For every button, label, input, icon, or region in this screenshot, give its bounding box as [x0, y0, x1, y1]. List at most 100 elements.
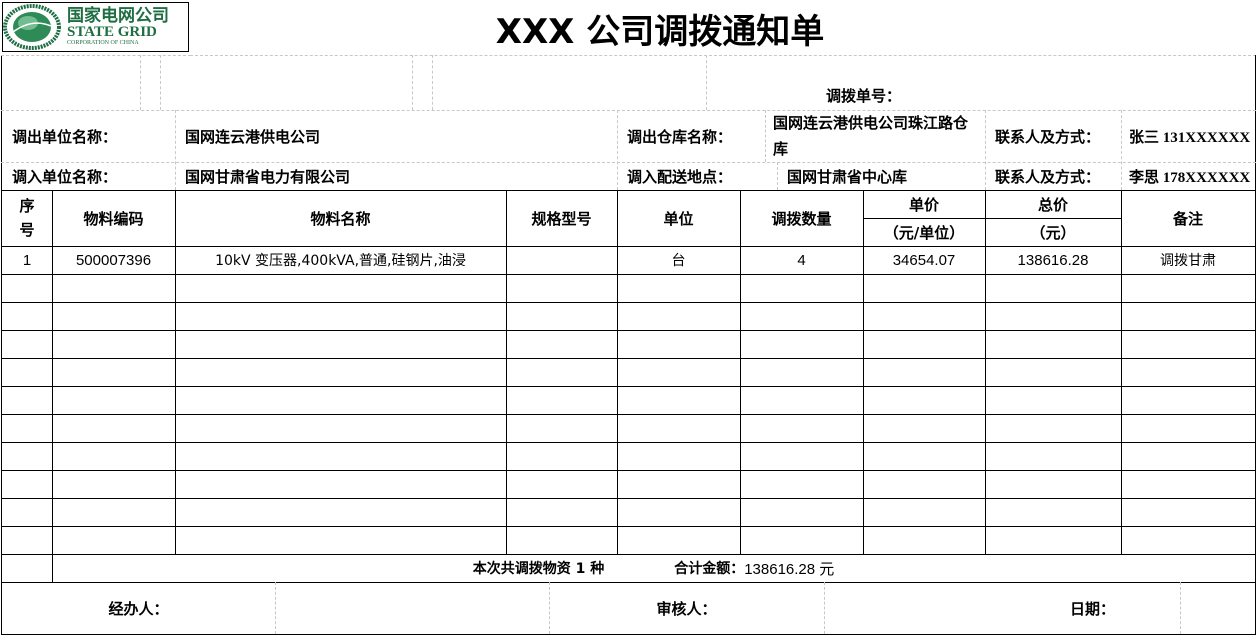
row-divider — [1, 526, 1256, 527]
column-divider — [863, 190, 864, 554]
row-divider — [1, 358, 1256, 359]
cell-qty — [740, 386, 863, 414]
cell-spec — [506, 526, 617, 554]
out-warehouse-value: 国网连云港供电公司珠江路仓库 — [773, 114, 969, 158]
cell-price — [863, 358, 985, 386]
contact-label-2: 联系人及方式： — [995, 167, 1101, 186]
cell-seq: 1 — [22, 251, 32, 269]
cell-note — [1121, 274, 1255, 302]
cell-spec — [506, 246, 617, 274]
row-divider — [1, 470, 1256, 471]
cell-name — [175, 414, 506, 442]
row-divider — [1, 274, 1256, 275]
in-address-label: 调入配送地点： — [627, 167, 733, 186]
cell-spec — [506, 274, 617, 302]
reviewer-label: 审核人： — [656, 599, 717, 618]
cell-code — [52, 442, 175, 470]
cell-name — [175, 358, 506, 386]
cell-seq — [2, 330, 52, 358]
cell-code — [52, 414, 175, 442]
row-divider — [1, 330, 1256, 331]
cell-qty — [740, 302, 863, 330]
cell-unit — [617, 302, 740, 330]
cell-name — [175, 274, 506, 302]
cell-name — [175, 302, 506, 330]
cell-seq — [2, 470, 52, 498]
cell-seq — [2, 414, 52, 442]
cell-unit — [617, 386, 740, 414]
cell-price — [863, 330, 985, 358]
date-label: 日期： — [1069, 599, 1115, 618]
in-address-value: 国网甘肃省中心库 — [787, 167, 908, 186]
header-spec: 规格型号 — [531, 209, 592, 228]
cell-note — [1121, 358, 1255, 386]
cell-price — [863, 442, 985, 470]
cell-spec — [506, 470, 617, 498]
cell-total — [985, 330, 1121, 358]
out-warehouse-label: 调出仓库名称： — [627, 127, 733, 146]
summary-row: 本次共调拨物资 1 种 合计金额： 138616.28 元 — [52, 554, 1255, 582]
cell-code — [52, 470, 175, 498]
header-note: 备注 — [1172, 209, 1203, 228]
contact-value-1: 张三 131XXXXXX — [1129, 129, 1251, 146]
header-qty: 调拨数量 — [771, 209, 832, 228]
cell-unit — [617, 414, 740, 442]
cell-qty — [740, 470, 863, 498]
cell-note — [1121, 498, 1255, 526]
summary-amount: 138616.28 元 — [744, 560, 835, 578]
cell-note — [1121, 442, 1255, 470]
cell-note — [1121, 386, 1255, 414]
cell-seq — [2, 386, 52, 414]
column-divider — [506, 190, 507, 554]
cell-total — [985, 470, 1121, 498]
cell-spec — [506, 498, 617, 526]
in-unit-value: 国网甘肃省电力有限公司 — [185, 167, 351, 186]
cell-qty — [740, 442, 863, 470]
cell-code — [52, 526, 175, 554]
logo-sub-text: CORPORATION OF CHINA — [67, 40, 139, 46]
cell-name: 10kV 变压器,400kVA,普通,硅钢片,油浸 — [215, 253, 466, 269]
cell-code — [52, 386, 175, 414]
row-divider — [1, 386, 1256, 387]
cell-spec — [506, 414, 617, 442]
page-title: XXX 公司调拨通知单 — [495, 11, 825, 52]
cell-code — [52, 498, 175, 526]
logo-cn-text: 国家电网公司 — [67, 6, 169, 26]
cell-unit — [617, 274, 740, 302]
cell-price — [863, 274, 985, 302]
date-field[interactable] — [1181, 583, 1255, 634]
handler-field[interactable] — [276, 583, 548, 634]
cell-total: 138616.28 — [1017, 251, 1089, 269]
header-price-unit: （元/单位） — [883, 223, 965, 242]
cell-qty — [740, 330, 863, 358]
cell-seq — [2, 498, 52, 526]
cell-spec — [506, 386, 617, 414]
column-divider — [740, 190, 741, 554]
cell-note — [1121, 330, 1255, 358]
row-divider — [1, 246, 1256, 247]
cell-total — [985, 526, 1121, 554]
header-unit: 单位 — [663, 209, 694, 228]
order-number-label: 调拨单号： — [826, 87, 902, 105]
header-name: 物料名称 — [310, 209, 371, 228]
cell-qty — [740, 358, 863, 386]
cell-price — [863, 386, 985, 414]
in-unit-label: 调入单位名称： — [12, 167, 118, 186]
cell-price — [863, 498, 985, 526]
cell-note — [1121, 470, 1255, 498]
cell-name — [175, 386, 506, 414]
cell-name — [175, 526, 506, 554]
column-divider — [985, 190, 986, 554]
cell-total — [985, 358, 1121, 386]
reviewer-field[interactable] — [825, 583, 1005, 634]
header-price: 单价 — [908, 195, 939, 214]
row-divider — [1, 302, 1256, 303]
summary-count: 本次共调拨物资 1 种 — [472, 561, 605, 577]
row-divider — [1, 414, 1256, 415]
cell-note — [1121, 526, 1255, 554]
cell-total — [985, 414, 1121, 442]
column-divider — [175, 190, 176, 554]
cell-note — [1121, 414, 1255, 442]
cell-unit — [617, 330, 740, 358]
cell-note — [1121, 302, 1255, 330]
